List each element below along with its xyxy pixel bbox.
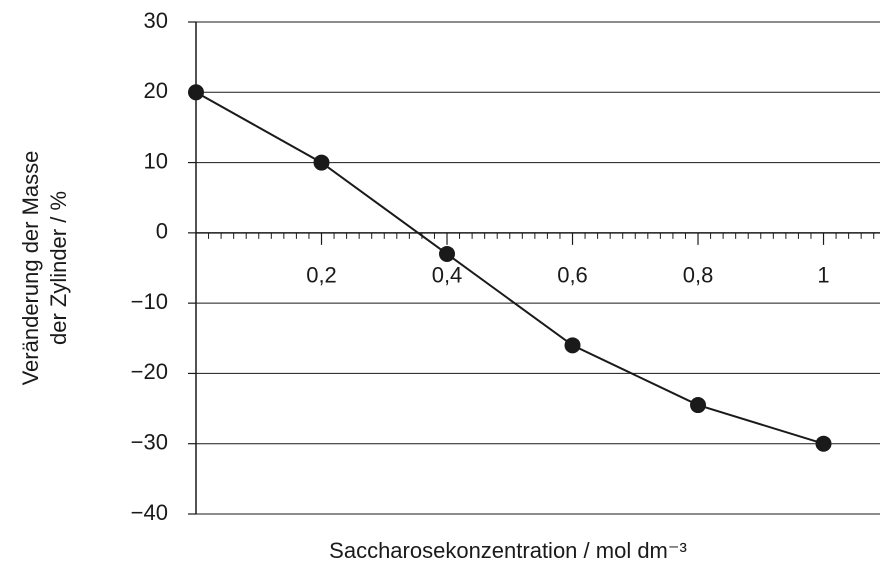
y-tick-label: −30 — [131, 430, 168, 455]
x-tick-label: 0,8 — [683, 263, 714, 288]
data-point — [188, 84, 204, 101]
y-axis-label: Veränderung der Masse — [18, 151, 43, 386]
y-tick-label: 20 — [144, 78, 168, 103]
y-tick-label: 10 — [144, 148, 168, 173]
data-point — [690, 397, 707, 414]
y-tick-label: −10 — [131, 289, 168, 314]
data-point — [815, 435, 832, 452]
data-point — [564, 337, 581, 354]
y-tick-label: −40 — [131, 500, 168, 525]
x-tick-label: 0,6 — [557, 263, 588, 288]
data-point — [439, 245, 456, 262]
series-line — [195, 91, 824, 445]
x-tick-label: 0,4 — [432, 263, 463, 288]
data-point — [313, 154, 330, 171]
x-tick-label: 1 — [817, 263, 829, 288]
y-tick-label: 0 — [156, 219, 168, 244]
y-tick-label: −20 — [131, 359, 168, 384]
x-axis-label: Saccharosekonzentration / mol dm⁻³ — [329, 538, 687, 563]
y-axis-label: der Zylinder / % — [46, 191, 71, 345]
x-tick-label: 0,2 — [306, 263, 337, 288]
y-tick-label: 30 — [144, 8, 168, 33]
